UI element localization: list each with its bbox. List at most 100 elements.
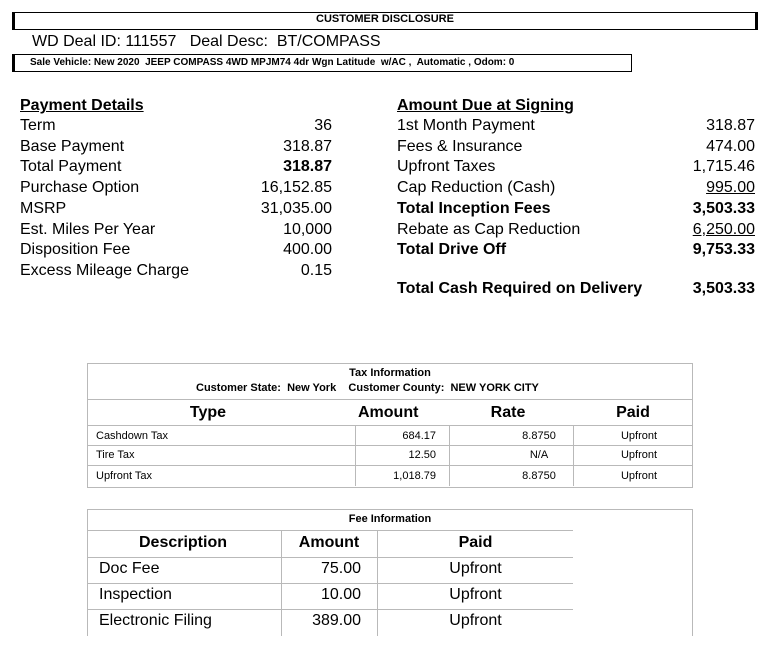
tax-col-type: Type (189, 404, 227, 421)
divider (88, 583, 573, 584)
payment-row-label: Term (20, 117, 56, 134)
amount-due-label: Total Drive Off (397, 241, 507, 259)
amount-due-heading: Amount Due at Signing (397, 97, 574, 114)
payment-row-value: 16,152.85 (260, 179, 332, 197)
deal-info: WD Deal ID: 111557 Deal Desc: BT/COMPASS (32, 33, 381, 50)
divider (281, 530, 282, 636)
fee-description: Doc Fee (99, 560, 160, 577)
tax-col-paid: Paid (616, 404, 650, 421)
amount-due-row: Total Drive Off 9,753.33 (397, 240, 755, 261)
divider (355, 425, 356, 486)
payment-row-label: MSRP (20, 199, 67, 217)
amount-due-value: 6,250.00 (692, 220, 755, 238)
amount-due-list: 1st Month Payment 318.87 Fees & Insurance… (397, 116, 755, 261)
payment-row: MSRP 31,035.00 (20, 199, 332, 220)
payment-row-value: 31,035.00 (260, 199, 332, 217)
fee-paid: Upfront (449, 612, 502, 629)
tax-rate: N/A (529, 449, 549, 461)
total-cash-value: 3,503.33 (692, 280, 755, 297)
total-cash-required: Total Cash Required on Delivery 3,503.33 (397, 279, 755, 300)
payment-row: Disposition Fee 400.00 (20, 240, 332, 261)
fee-col-amount: Amount (298, 534, 360, 551)
fee-description: Inspection (99, 586, 172, 603)
divider (377, 530, 378, 636)
amount-due-value: 995.00 (706, 179, 755, 197)
tax-type: Tire Tax (96, 449, 135, 461)
amount-due-label: Cap Reduction (Cash) (397, 179, 556, 197)
amount-due-label: Fees & Insurance (397, 137, 523, 155)
amount-due-value: 1,715.46 (692, 158, 755, 176)
amount-due-label: 1st Month Payment (397, 117, 535, 134)
tax-col-amount: Amount (358, 404, 419, 421)
tax-info-location: Customer State: New York Customer County… (196, 382, 539, 394)
payment-row: Total Payment 318.87 (20, 157, 332, 178)
tax-info-title: Tax Information (349, 367, 431, 379)
page-title: CUSTOMER DISCLOSURE (316, 13, 454, 25)
payment-row-label: Excess Mileage Charge (20, 261, 189, 279)
divider (449, 425, 450, 486)
fee-paid: Upfront (449, 586, 502, 603)
total-cash-label: Total Cash Required on Delivery (397, 280, 643, 297)
payment-row-label: Base Payment (20, 137, 125, 155)
amount-due-row: Total Inception Fees 3,503.33 (397, 199, 755, 220)
tax-paid: Upfront (620, 449, 658, 461)
tax-amount: 12.50 (408, 449, 436, 461)
payment-row-value: 318.87 (283, 137, 332, 155)
divider (573, 425, 574, 486)
tax-col-rate: Rate (490, 404, 526, 421)
fee-description: Electronic Filing (99, 612, 212, 629)
divider (88, 557, 573, 558)
amount-due-value: 3,503.33 (692, 199, 755, 217)
amount-due-row: Fees & Insurance 474.00 (397, 137, 755, 158)
amount-due-row: 1st Month Payment 318.87 (397, 116, 755, 137)
payment-row: Term 36 (20, 116, 332, 137)
fee-amount: 75.00 (320, 560, 361, 577)
amount-due-row: Rebate as Cap Reduction 6,250.00 (397, 220, 755, 241)
tax-rate: 8.8750 (522, 470, 556, 482)
amount-due-label: Total Inception Fees (397, 199, 551, 217)
tax-info-table: Tax Information Customer State: New York… (87, 363, 693, 488)
payment-row: Excess Mileage Charge 0.15 (20, 261, 332, 282)
divider (88, 445, 692, 446)
fee-paid: Upfront (449, 560, 502, 577)
payment-row: Est. Miles Per Year 10,000 (20, 220, 332, 241)
divider (88, 609, 573, 610)
payment-row-label: Purchase Option (20, 179, 140, 197)
tax-paid: Upfront (620, 470, 658, 482)
divider (88, 425, 692, 426)
amount-due-label: Upfront Taxes (397, 158, 496, 176)
divider (88, 399, 692, 400)
tax-amount: 1,018.79 (393, 470, 436, 482)
payment-details-heading: Payment Details (20, 97, 144, 114)
tax-type: Upfront Tax (96, 470, 153, 482)
fee-info-title: Fee Information (348, 513, 432, 525)
fee-col-description: Description (138, 534, 227, 551)
payment-row-value: 318.87 (283, 158, 332, 176)
payment-row-value: 0.15 (300, 261, 332, 279)
tax-rate: 8.8750 (522, 430, 556, 442)
sale-vehicle-box (12, 54, 632, 72)
fee-info-table: Fee Information Description Amount Paid … (87, 509, 693, 636)
payment-details-list: Term 36 Base Payment 318.87 Total Payment 3… (20, 116, 332, 282)
payment-row-value: 36 (314, 117, 332, 134)
divider (88, 465, 692, 466)
amount-due-value: 474.00 (706, 137, 755, 155)
fee-amount: 389.00 (312, 612, 361, 629)
sale-vehicle: Sale Vehicle: New 2020 JEEP COMPASS 4WD … (30, 57, 515, 68)
payment-row-value: 400.00 (283, 241, 332, 259)
payment-row: Purchase Option 16,152.85 (20, 178, 332, 199)
payment-row-label: Est. Miles Per Year (20, 220, 156, 238)
amount-due-value: 318.87 (706, 117, 755, 134)
amount-due-value: 9,753.33 (692, 241, 755, 259)
fee-amount: 10.00 (320, 586, 361, 603)
divider (88, 530, 573, 531)
fee-col-paid: Paid (458, 534, 493, 551)
payment-row-label: Disposition Fee (20, 241, 131, 259)
amount-due-label: Rebate as Cap Reduction (397, 220, 581, 238)
tax-paid: Upfront (620, 430, 658, 442)
payment-row-value: 10,000 (283, 220, 332, 238)
payment-row-label: Total Payment (20, 158, 122, 176)
amount-due-row: Cap Reduction (Cash) 995.00 (397, 178, 755, 199)
tax-type: Cashdown Tax (96, 430, 168, 442)
header-title-box (12, 12, 758, 30)
